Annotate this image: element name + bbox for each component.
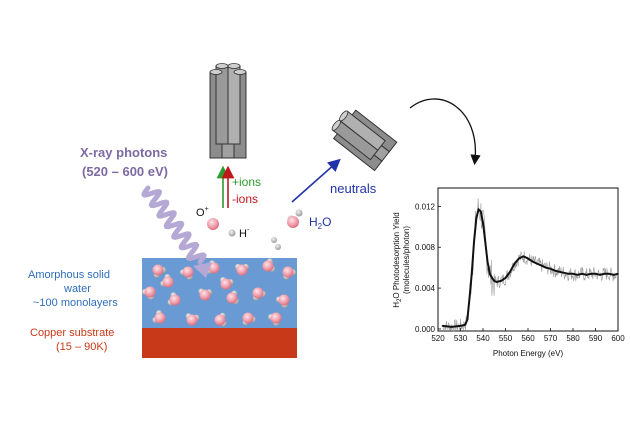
minus-ions-label: -ions xyxy=(232,192,258,206)
water-molecule xyxy=(142,286,156,300)
y-tick-label: 0.012 xyxy=(415,202,436,211)
water-molecule xyxy=(180,266,194,280)
y-tick-label: 0.000 xyxy=(415,325,436,334)
h-atom xyxy=(275,244,281,250)
water-molecule xyxy=(268,312,282,326)
water-molecule xyxy=(282,266,296,280)
signal-arrow xyxy=(409,98,481,166)
y-axis-ticks: 0.000 0.004 0.008 0.012 xyxy=(415,202,441,334)
water-molecule xyxy=(220,277,234,290)
y-tick-label: 0.004 xyxy=(415,284,436,293)
water-molecule xyxy=(226,290,239,305)
y-axis-label: H2O Photodesorption Yield xyxy=(392,212,403,307)
water-label: H2O xyxy=(309,215,331,231)
neutrals-label: neutrals xyxy=(330,181,377,196)
h-minus-label: H- xyxy=(239,227,250,240)
water-molecule xyxy=(214,312,227,327)
x-axis-ticks: 520 530 540 550 560 570 580 590 600 xyxy=(431,328,625,343)
water-molecule xyxy=(252,287,266,301)
plus-ions-label: +ions xyxy=(232,175,261,189)
xray-label: X-ray photons xyxy=(80,145,167,160)
copper-substrate xyxy=(142,328,297,358)
water-molecule xyxy=(262,258,276,272)
water-molecule xyxy=(198,288,213,301)
ion-detector xyxy=(209,63,247,159)
x-tick-label: 520 xyxy=(431,334,445,343)
x-tick-label: 570 xyxy=(544,334,558,343)
x-tick-label: 580 xyxy=(566,334,580,343)
xray-energy-label: (520 – 600 eV) xyxy=(82,164,168,179)
xray-arrowhead xyxy=(193,262,212,278)
ice-label-3: ~100 monolayers xyxy=(33,297,118,309)
x-tick-label: 540 xyxy=(476,334,490,343)
substrate-label-1: Copper substrate xyxy=(30,327,114,339)
smoothed-data-line xyxy=(442,207,619,328)
x-tick-label: 560 xyxy=(521,334,535,343)
substrate-label-2: (15 – 90K) xyxy=(56,341,107,353)
water-molecule xyxy=(167,292,181,306)
water-molecule xyxy=(152,264,166,278)
xray-wave xyxy=(141,185,207,265)
o-plus-ion xyxy=(207,218,219,230)
x-tick-label: 550 xyxy=(499,334,513,343)
y-tick-label: 0.008 xyxy=(415,243,436,252)
photodesorption-chart: 520 530 540 550 560 570 580 590 600 0.0000.0040.… xyxy=(392,187,625,358)
ice-label-2: water xyxy=(63,283,91,295)
h-minus-ion xyxy=(228,229,236,237)
h-atom xyxy=(271,237,277,243)
water-neutral-molecule xyxy=(287,209,303,228)
water-molecule xyxy=(160,274,174,288)
x-axis-label: Photon Energy (eV) xyxy=(493,349,564,358)
water-molecule xyxy=(152,310,166,324)
water-molecule xyxy=(276,294,290,308)
o-plus-label: O+ xyxy=(196,206,209,219)
ice-label-1: Amorphous solid xyxy=(28,269,110,281)
x-tick-label: 590 xyxy=(589,334,603,343)
x-tick-label: 530 xyxy=(454,334,468,343)
water-molecule xyxy=(185,313,200,326)
water-molecule xyxy=(235,263,249,276)
neutrals-arrow xyxy=(291,158,341,203)
y-axis-label-units: (molecules/photon) xyxy=(402,226,411,294)
ice-molecules xyxy=(142,258,296,327)
water-molecule xyxy=(242,312,256,326)
neutral-detector xyxy=(331,109,398,172)
x-tick-label: 600 xyxy=(611,334,625,343)
